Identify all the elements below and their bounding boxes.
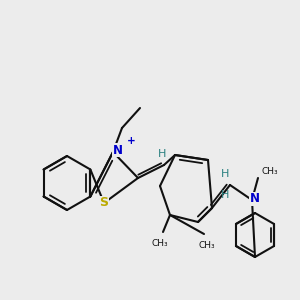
Text: CH₃: CH₃ — [199, 241, 215, 250]
Text: H: H — [221, 190, 229, 200]
Text: N: N — [113, 143, 123, 157]
Text: +: + — [127, 136, 136, 146]
Text: CH₃: CH₃ — [152, 239, 168, 248]
Text: CH₃: CH₃ — [262, 167, 279, 176]
Text: H: H — [158, 149, 166, 159]
Text: H: H — [221, 169, 229, 179]
Text: N: N — [250, 193, 260, 206]
Text: S: S — [100, 196, 109, 209]
